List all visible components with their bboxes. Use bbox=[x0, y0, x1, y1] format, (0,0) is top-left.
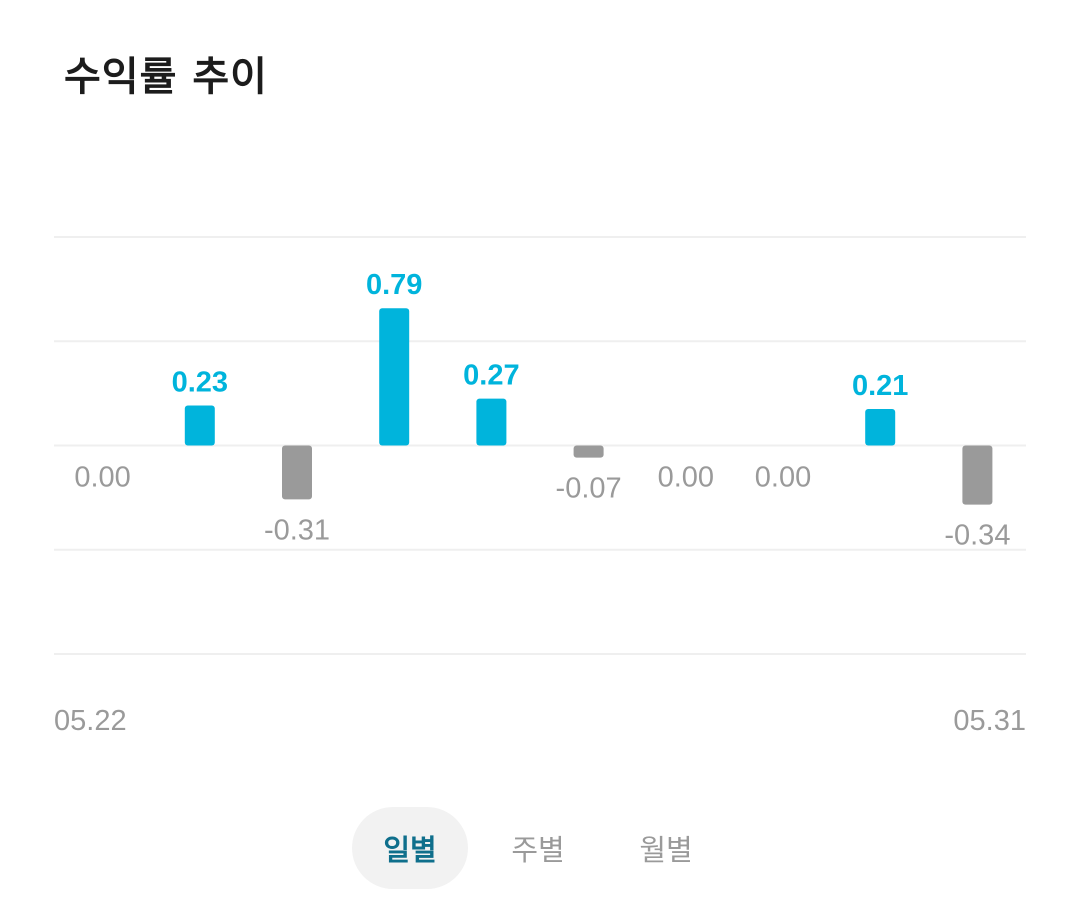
data-label-4: 0.27 bbox=[463, 360, 519, 392]
data-label-8: 0.21 bbox=[852, 370, 908, 402]
data-label-2: -0.31 bbox=[264, 514, 330, 546]
bar-9 bbox=[962, 445, 993, 505]
tab-monthly[interactable]: 월별 bbox=[639, 833, 693, 867]
data-label-7: 0.00 bbox=[755, 462, 811, 494]
x-axis-end-label: 05.31 bbox=[953, 705, 1026, 737]
data-label-0: 0.00 bbox=[74, 462, 130, 494]
tab-weekly[interactable]: 주별 bbox=[511, 833, 565, 867]
data-label-6: 0.00 bbox=[658, 462, 714, 494]
data-label-3: 0.79 bbox=[366, 269, 422, 301]
data-label-1: 0.23 bbox=[172, 367, 228, 399]
data-label-9: -0.34 bbox=[944, 520, 1010, 552]
returns-bar-chart: 0.00 0.23 -0.31 0.79 0.27 -0.07 0.00 0.00 0.21 -0… bbox=[54, 236, 1026, 655]
tab-daily[interactable]: 일별 bbox=[352, 807, 468, 889]
data-label-5: -0.07 bbox=[556, 473, 622, 505]
chart-title: 수익률 추이 bbox=[64, 54, 268, 100]
bar-2 bbox=[282, 445, 312, 500]
x-axis-start-label: 05.22 bbox=[54, 705, 127, 737]
bar-4 bbox=[476, 398, 507, 446]
period-tabs: 일별 주별 월별 bbox=[352, 807, 724, 889]
bar-5 bbox=[573, 445, 604, 458]
bar-3 bbox=[379, 308, 410, 446]
bar-1 bbox=[184, 405, 215, 446]
bar-8 bbox=[865, 409, 896, 446]
